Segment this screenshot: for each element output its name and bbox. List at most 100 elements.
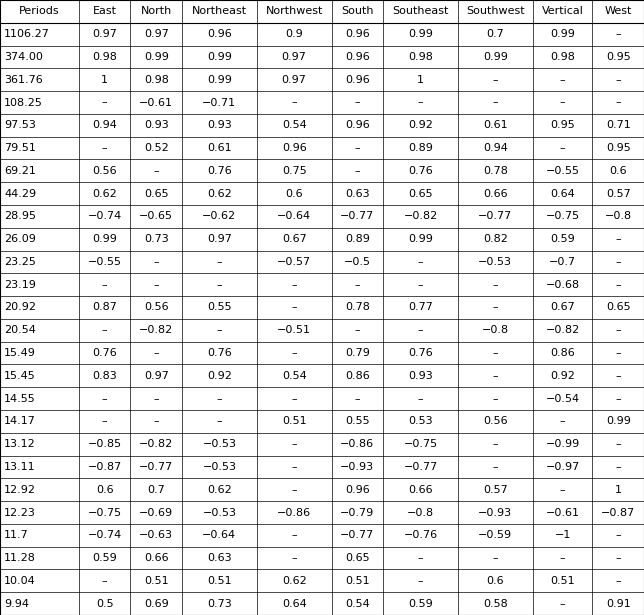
Bar [0, 23, 79, 46]
Text: –: – [291, 98, 297, 108]
Bar [79, 433, 131, 456]
Bar [0, 159, 79, 182]
Text: −0.61: −0.61 [545, 507, 580, 517]
Bar [592, 592, 644, 615]
Bar [0, 319, 79, 342]
Bar [458, 342, 533, 365]
Text: –: – [354, 394, 360, 403]
Text: –: – [354, 166, 360, 176]
Text: 0.9: 0.9 [285, 29, 303, 39]
Text: 0.59: 0.59 [408, 598, 433, 609]
Text: –: – [493, 303, 498, 312]
Bar [79, 205, 131, 228]
Bar [458, 205, 533, 228]
Text: 0.78: 0.78 [483, 166, 507, 176]
Bar [0, 182, 79, 205]
Bar [79, 569, 131, 592]
Bar [182, 478, 257, 501]
Bar [257, 501, 332, 524]
Text: −0.63: −0.63 [139, 530, 173, 541]
Text: –: – [493, 439, 498, 449]
Text: 23.19: 23.19 [4, 280, 36, 290]
Bar [79, 342, 131, 365]
Bar [79, 592, 131, 615]
Bar [182, 273, 257, 296]
Text: 9.94: 9.94 [4, 598, 29, 609]
Text: −0.77: −0.77 [403, 462, 437, 472]
Text: 13.12: 13.12 [4, 439, 36, 449]
Text: –: – [493, 553, 498, 563]
Bar [533, 68, 592, 91]
Bar [533, 91, 592, 114]
Bar [0, 547, 79, 569]
Text: –: – [216, 416, 222, 426]
Bar [182, 46, 257, 68]
Bar [383, 273, 458, 296]
Bar [79, 501, 131, 524]
Text: –: – [291, 348, 297, 358]
Bar [533, 433, 592, 456]
Bar [257, 114, 332, 137]
Bar [131, 114, 182, 137]
Text: East: East [93, 6, 117, 17]
Bar [257, 0, 332, 23]
Text: −0.86: −0.86 [277, 507, 311, 517]
Bar [383, 592, 458, 615]
Bar [79, 387, 131, 410]
Text: –: – [418, 98, 423, 108]
Bar [533, 387, 592, 410]
Text: 0.66: 0.66 [144, 553, 169, 563]
Text: –: – [102, 576, 108, 586]
Text: –: – [616, 394, 621, 403]
Bar [79, 91, 131, 114]
Text: −0.51: −0.51 [277, 325, 311, 335]
Text: South: South [341, 6, 374, 17]
Text: –: – [354, 98, 360, 108]
Text: 0.92: 0.92 [408, 121, 433, 130]
Bar [383, 68, 458, 91]
Text: –: – [616, 234, 621, 244]
Text: −0.75: −0.75 [545, 212, 580, 221]
Bar [592, 137, 644, 159]
Text: −0.74: −0.74 [88, 530, 122, 541]
Text: 0.99: 0.99 [606, 416, 630, 426]
Bar [533, 159, 592, 182]
Bar [257, 159, 332, 182]
Text: 0.54: 0.54 [345, 598, 370, 609]
Bar [458, 365, 533, 387]
Bar [383, 456, 458, 478]
Bar [592, 365, 644, 387]
Text: –: – [153, 348, 159, 358]
Bar [257, 524, 332, 547]
Text: 0.97: 0.97 [144, 371, 169, 381]
Text: 0.97: 0.97 [144, 29, 169, 39]
Bar [458, 273, 533, 296]
Text: 0.73: 0.73 [207, 598, 232, 609]
Text: 0.51: 0.51 [345, 576, 370, 586]
Bar [592, 342, 644, 365]
Bar [383, 250, 458, 273]
Bar [0, 433, 79, 456]
Text: 0.64: 0.64 [550, 189, 575, 199]
Bar [131, 433, 182, 456]
Text: 0.95: 0.95 [550, 121, 575, 130]
Bar [131, 68, 182, 91]
Text: −0.82: −0.82 [139, 325, 173, 335]
Text: 0.98: 0.98 [408, 52, 433, 62]
Text: 12.23: 12.23 [4, 507, 36, 517]
Bar [533, 23, 592, 46]
Text: –: – [616, 576, 621, 586]
Text: 0.6: 0.6 [285, 189, 303, 199]
Bar [383, 410, 458, 433]
Text: 0.51: 0.51 [282, 416, 307, 426]
Text: 0.92: 0.92 [207, 371, 232, 381]
Bar [383, 342, 458, 365]
Bar [257, 296, 332, 319]
Bar [79, 296, 131, 319]
Bar [458, 547, 533, 569]
Text: 0.6: 0.6 [96, 485, 113, 494]
Bar [533, 592, 592, 615]
Text: –: – [616, 462, 621, 472]
Bar [458, 159, 533, 182]
Text: 0.61: 0.61 [207, 143, 232, 153]
